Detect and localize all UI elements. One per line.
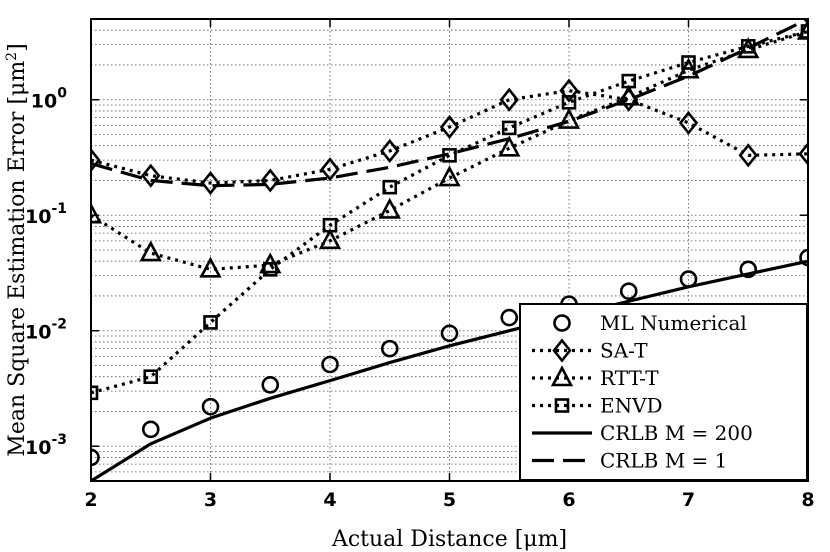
data-point <box>318 228 342 250</box>
data-point <box>440 324 459 343</box>
data-point <box>201 397 220 416</box>
legend-marker <box>554 398 570 413</box>
data-point <box>681 55 696 70</box>
series-envd <box>91 24 808 401</box>
data-point <box>261 376 280 394</box>
data-point <box>501 120 517 136</box>
y-tick-label: 10-1 <box>25 201 67 228</box>
legend-marker <box>552 338 572 363</box>
data-point <box>739 260 758 279</box>
data-point <box>91 448 100 467</box>
data-point <box>439 114 460 140</box>
legend-label: RTT-T <box>600 366 659 390</box>
data-point <box>500 308 519 327</box>
series-line <box>91 259 808 481</box>
data-point <box>322 217 338 233</box>
data-point <box>382 179 398 195</box>
data-point <box>796 19 808 40</box>
legend-label: SA-T <box>600 339 648 363</box>
data-point <box>617 84 640 106</box>
legend-entry: ML Numerical <box>553 311 747 335</box>
data-point <box>800 24 808 39</box>
data-point <box>498 135 521 157</box>
y-tick-label: 100 <box>31 86 67 113</box>
data-point <box>91 385 99 401</box>
y-axis-label: Mean Square Estimation Error [μm2] <box>4 43 30 456</box>
data-point <box>139 240 162 262</box>
data-point <box>380 138 400 164</box>
data-point <box>621 73 637 89</box>
x-tick-label: 6 <box>562 489 575 511</box>
data-point <box>143 369 159 384</box>
y-tick-label: 10-3 <box>25 432 67 459</box>
x-tick-label: 5 <box>443 489 456 511</box>
data-point <box>798 141 808 166</box>
data-point <box>141 163 161 188</box>
ticks-group: 2 3 4 5 6 7 8 10-3 10-2 10-1 100 <box>25 19 815 511</box>
data-point <box>678 110 699 135</box>
legend-entry: RTT-T <box>532 365 659 390</box>
legend-marker <box>553 314 571 332</box>
x-tick-label: 7 <box>682 489 695 511</box>
data-point <box>260 168 280 193</box>
data-point <box>619 282 638 300</box>
x-tick-label: 2 <box>84 489 97 511</box>
data-point <box>737 37 760 59</box>
data-point <box>499 87 519 112</box>
data-point <box>799 248 808 267</box>
data-point <box>380 339 399 358</box>
y-tick-label: 10-2 <box>25 317 67 344</box>
data-point <box>561 95 577 110</box>
legend-entry: ENVD <box>532 394 663 418</box>
x-tick-label: 8 <box>801 489 814 511</box>
series-sa-t <box>91 78 808 196</box>
data-point <box>91 202 103 224</box>
legend-entry: CRLB M = 200 <box>532 421 753 445</box>
data-point <box>141 420 160 439</box>
legend: ML Numerical SA-T RTT-T ENVD CRLB M = 200 CRL… <box>519 303 808 481</box>
legend-label: ENVD <box>600 394 663 418</box>
data-point <box>378 197 401 219</box>
legend-marker <box>550 365 574 387</box>
data-point <box>738 143 758 168</box>
data-point <box>200 170 221 196</box>
x-tick-label: 4 <box>323 489 336 511</box>
legend-entry: CRLB M = 1 <box>532 449 727 473</box>
series-line <box>91 29 808 271</box>
data-point <box>320 157 340 182</box>
series-group <box>91 19 808 481</box>
data-point <box>321 355 339 374</box>
x-axis-label: Actual Distance [μm] <box>331 527 567 552</box>
data-point <box>557 107 581 129</box>
data-point <box>91 148 101 173</box>
legend-entry: SA-T <box>532 338 648 363</box>
data-point <box>199 256 222 278</box>
data-point <box>262 262 278 277</box>
x-tick-label: 3 <box>204 489 217 511</box>
legend-label: CRLB M = 200 <box>600 421 753 445</box>
legend-box <box>519 303 808 481</box>
series-line <box>91 88 808 185</box>
legend-label: CRLB M = 1 <box>600 449 727 473</box>
data-point <box>438 165 461 187</box>
data-point <box>559 78 579 103</box>
data-point <box>203 315 218 330</box>
legend-label: ML Numerical <box>600 311 747 335</box>
series-crlb-m-200 <box>91 259 808 481</box>
